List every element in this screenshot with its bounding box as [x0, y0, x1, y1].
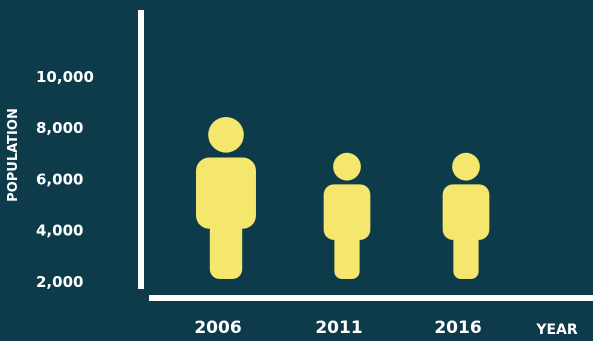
person-head — [208, 116, 244, 153]
x-axis-title: YEAR — [535, 322, 578, 338]
x-tick-label: 2016 — [434, 318, 481, 338]
y-tick-labels: 2,000 4,000 6,000 8,000 10,000 — [36, 68, 94, 291]
person-head — [452, 152, 480, 181]
person-figure — [442, 152, 490, 279]
x-tick-label: 2006 — [194, 318, 241, 338]
person-legs — [453, 231, 479, 279]
person-head — [333, 152, 361, 181]
person-figures — [196, 116, 490, 279]
person-legs — [334, 231, 360, 279]
person-figure — [323, 152, 371, 279]
y-tick-label: 2,000 — [36, 273, 83, 291]
y-tick-label: 6,000 — [36, 170, 83, 188]
person-legs — [209, 220, 243, 279]
person-torso — [323, 184, 371, 240]
person-figure — [196, 116, 256, 279]
person-torso — [196, 157, 256, 229]
y-tick-label: 4,000 — [36, 222, 83, 240]
y-axis-title: POPULATION — [6, 108, 21, 202]
person-torso — [442, 184, 490, 240]
x-tick-labels: 2006 2011 2016 — [194, 318, 481, 338]
x-tick-label: 2011 — [315, 318, 362, 338]
y-tick-label: 10,000 — [36, 68, 94, 86]
y-tick-label: 8,000 — [36, 119, 83, 137]
